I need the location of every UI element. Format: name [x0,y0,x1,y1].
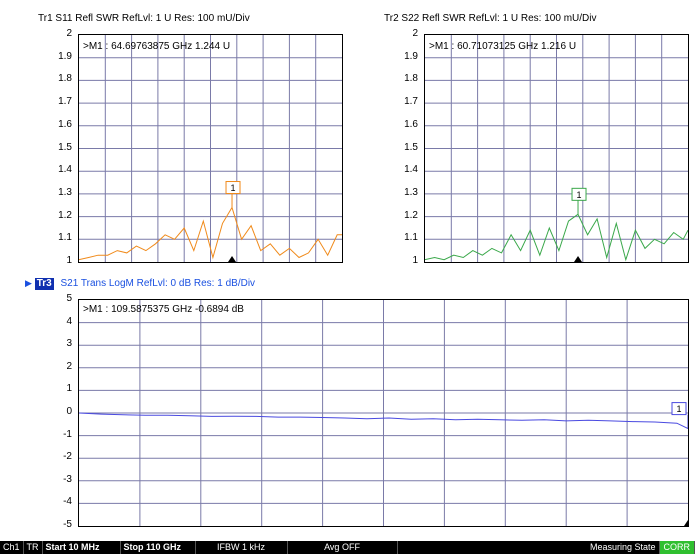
y-tick-label: 5 [66,293,72,304]
y-tick-label: 1 [66,383,72,395]
y-tick-label: 3 [66,338,72,350]
y-tick-label: 1.2 [58,209,72,221]
trace3-title[interactable]: ▶ Tr3 S21 Trans LogM RefLvl: 0 dB Res: 1… [25,277,255,290]
averaging-setting[interactable]: Avg OFF [288,541,398,554]
y-tick-label: 1 [66,255,72,266]
y-tick-label: -5 [63,519,72,530]
trace2-marker-readout: >M1 : 60.71073125 GHz 1.216 U [429,41,577,52]
y-tick-label: 1.1 [404,232,418,244]
y-tick-label: 2 [66,28,72,39]
y-tick-label: 1.4 [404,164,418,176]
y-tick-label: 1.4 [58,164,72,176]
start-frequency[interactable]: Start 10 MHz [43,541,121,554]
trace-line [425,213,688,262]
trace1-diagram[interactable]: 1 >M1 : 64.69763875 GHz 1.244 U [78,34,343,263]
marker-box [671,402,687,416]
y-tick-label: 2 [66,360,72,372]
trace3-title-text: S21 Trans LogM RefLvl: 0 dB Res: 1 dB/Di… [60,278,256,289]
trace-line [79,206,342,261]
marker-number-label: 1 [231,183,236,193]
y-tick-label: 1.3 [404,186,418,198]
trace-type-label[interactable]: TR [24,541,43,554]
marker-position-indicator [684,520,688,526]
y-tick-label: 1.7 [58,96,72,108]
measuring-state: Measuring State [398,541,660,554]
y-tick-label: 4 [66,315,72,327]
y-tick-label: 1.5 [404,141,418,153]
y-tick-label: 1.6 [58,118,72,130]
y-tick-label: -3 [63,473,72,485]
y-tick-label: 1.7 [404,96,418,108]
y-tick-label: 1.8 [58,73,72,85]
trace-line [79,412,688,430]
trace1-marker-readout: >M1 : 64.69763875 GHz 1.244 U [83,41,231,52]
trace3-marker-readout: >M1 : 109.5875375 GHz -0.6894 dB [83,304,244,315]
y-tick-label: -1 [63,428,72,440]
marker-position-indicator [228,256,237,262]
trace1-title[interactable]: Tr1 S11 Refl SWR RefLvl: 1 U Res: 100 mU… [38,13,250,24]
y-tick-label: 1.3 [58,186,72,198]
trace2-diagram[interactable]: 1 >M1 : 60.71073125 GHz 1.216 U [424,34,689,263]
marker-number-label: 1 [577,190,582,200]
y-tick-label: 0 [66,406,72,417]
marker-box [225,181,241,195]
correction-badge[interactable]: CORR [659,541,695,554]
y-tick-label: 2 [412,28,418,39]
y-tick-label: 1.5 [58,141,72,153]
marker-position-indicator [574,256,583,262]
y-tick-label: 1.2 [404,209,418,221]
trace2-title[interactable]: Tr2 S22 Refl SWR RefLvl: 1 U Res: 100 mU… [384,13,597,24]
y-tick-label: 1.9 [58,50,72,62]
y-tick-label: 1.6 [404,118,418,130]
y-tick-label: -2 [63,451,72,463]
y-tick-label: -4 [63,496,72,508]
status-bar: Ch1 TR Start 10 MHz Stop 110 GHz IFBW 1 … [0,541,695,554]
y-tick-label: 1.9 [404,50,418,62]
y-tick-label: 1 [412,255,418,266]
trace3-diagram[interactable]: 1 >M1 : 109.5875375 GHz -0.6894 dB [78,299,689,527]
trace3-arrow-icon: ▶ [25,278,32,288]
trace3-badge[interactable]: Tr3 [34,278,54,290]
channel-label[interactable]: Ch1 [0,541,24,554]
ifbw-setting[interactable]: IFBW 1 kHz [196,541,288,554]
marker-number-label: 1 [676,404,681,414]
marker-box [571,187,587,201]
stop-frequency[interactable]: Stop 110 GHz [121,541,196,554]
y-tick-label: 1.1 [58,232,72,244]
y-tick-label: 1.8 [404,73,418,85]
